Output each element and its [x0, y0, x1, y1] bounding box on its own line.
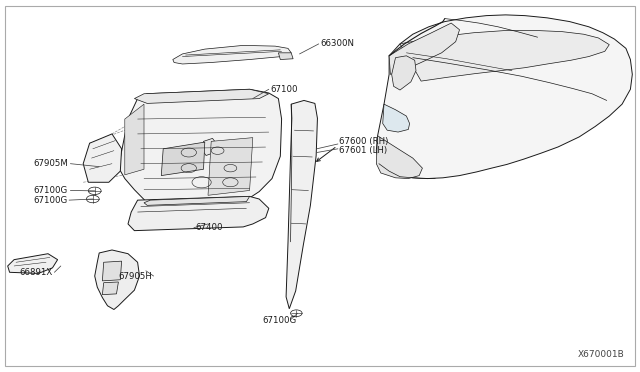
Text: 67905H: 67905H	[118, 272, 152, 280]
Polygon shape	[202, 138, 218, 155]
Polygon shape	[8, 254, 58, 273]
Polygon shape	[102, 282, 118, 295]
Polygon shape	[383, 104, 410, 132]
Text: 67601 (LH): 67601 (LH)	[339, 146, 387, 155]
Text: 67100G: 67100G	[33, 196, 68, 205]
Polygon shape	[400, 31, 609, 81]
Polygon shape	[389, 23, 460, 74]
Polygon shape	[118, 89, 282, 206]
Polygon shape	[144, 196, 250, 205]
Polygon shape	[128, 196, 269, 231]
Text: 67905M: 67905M	[33, 159, 68, 168]
Text: 67100: 67100	[270, 85, 298, 94]
Polygon shape	[376, 136, 422, 179]
Polygon shape	[376, 15, 632, 179]
Text: 66891X: 66891X	[19, 268, 52, 277]
Polygon shape	[208, 138, 253, 195]
Polygon shape	[83, 134, 122, 182]
Text: X670001B: X670001B	[577, 350, 624, 359]
Text: 67100G: 67100G	[33, 186, 68, 195]
Polygon shape	[173, 45, 291, 64]
Polygon shape	[286, 100, 317, 309]
Polygon shape	[95, 250, 140, 310]
Polygon shape	[134, 89, 269, 103]
Polygon shape	[102, 261, 122, 281]
Polygon shape	[125, 104, 144, 175]
Text: 67600 (RH): 67600 (RH)	[339, 137, 388, 146]
Text: 67400: 67400	[195, 223, 223, 232]
Polygon shape	[278, 53, 293, 60]
Text: 66300N: 66300N	[320, 39, 354, 48]
Text: 67100G: 67100G	[262, 316, 297, 325]
Polygon shape	[161, 142, 205, 176]
Polygon shape	[392, 56, 416, 90]
